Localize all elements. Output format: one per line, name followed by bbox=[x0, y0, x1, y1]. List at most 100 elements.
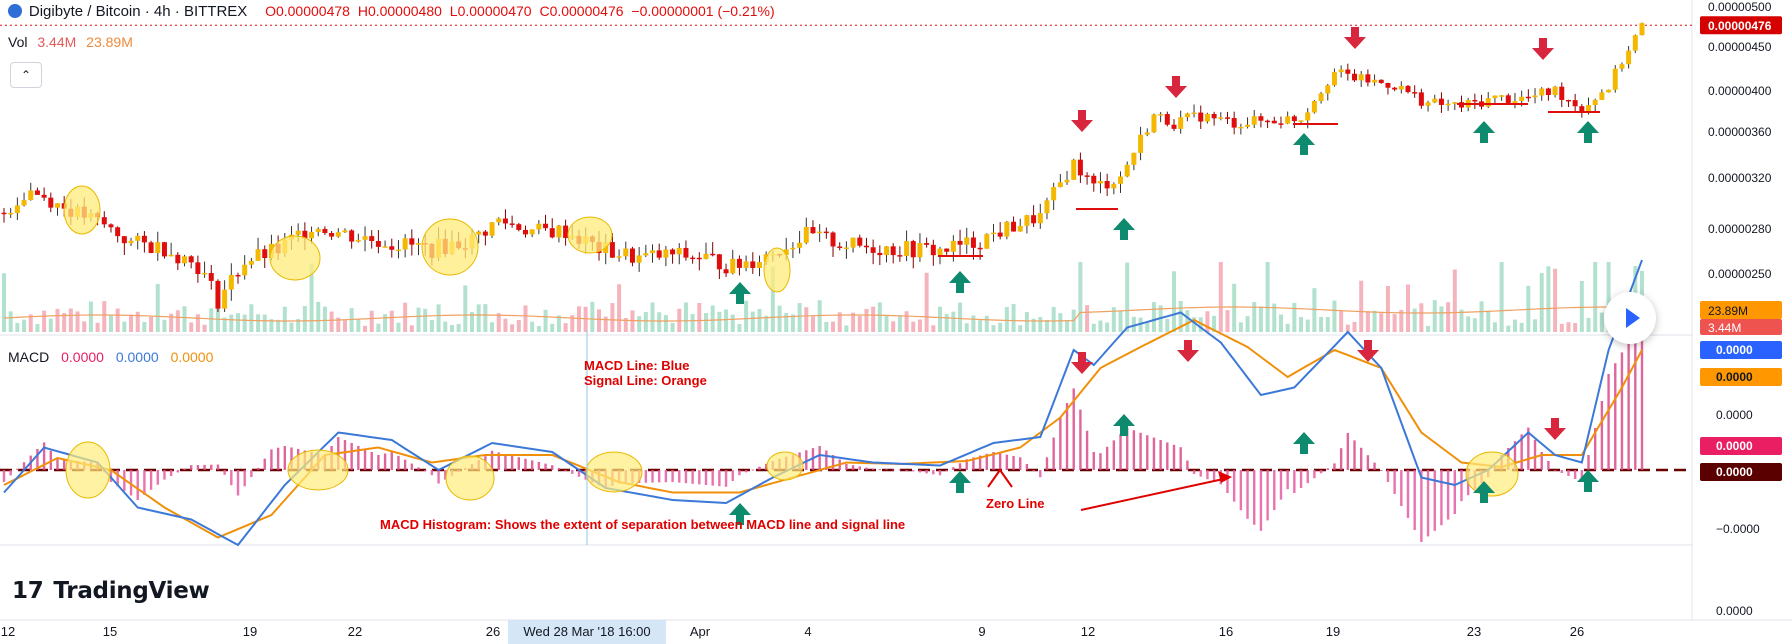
histogram-bar bbox=[1232, 470, 1236, 502]
candle-body bbox=[1184, 113, 1190, 118]
volume-bar bbox=[68, 308, 73, 332]
volume-bar bbox=[737, 324, 742, 332]
candle-body bbox=[1097, 180, 1103, 184]
candle-body bbox=[322, 228, 328, 233]
price-tick-label: 0.00000360 bbox=[1708, 125, 1772, 139]
volume-ma-badge-label: 23.89M bbox=[1708, 304, 1748, 318]
histogram-bar bbox=[731, 470, 734, 481]
candle-body bbox=[476, 231, 482, 235]
candle-body bbox=[1565, 99, 1571, 102]
volume-bar bbox=[1472, 318, 1477, 332]
highlight-ellipse bbox=[567, 216, 613, 254]
histogram-bar bbox=[1293, 470, 1296, 493]
candle-body bbox=[496, 218, 502, 223]
volume-bar bbox=[129, 314, 134, 332]
volume-bar bbox=[342, 320, 347, 332]
volume-bar bbox=[1011, 303, 1016, 332]
histogram-bar bbox=[163, 470, 166, 480]
volume-bar bbox=[349, 308, 354, 332]
candle-body bbox=[1338, 69, 1344, 73]
histogram-bar bbox=[1440, 470, 1443, 526]
candle-body bbox=[1492, 95, 1498, 99]
candle-body bbox=[790, 247, 796, 250]
candle-body bbox=[817, 231, 823, 234]
volume-bar bbox=[1218, 262, 1223, 332]
candle-body bbox=[656, 250, 662, 258]
candle-body bbox=[1452, 102, 1458, 104]
candle-body bbox=[1372, 79, 1378, 83]
histogram-bar bbox=[270, 449, 273, 470]
volume-bar bbox=[871, 306, 876, 332]
collapse-legend-button[interactable]: ⌃ bbox=[10, 62, 42, 88]
candle-body bbox=[1044, 200, 1050, 214]
histogram-bar bbox=[216, 464, 220, 470]
histogram-bar bbox=[256, 467, 260, 470]
candle-body bbox=[1291, 116, 1297, 122]
volume-bar bbox=[1432, 300, 1437, 332]
histogram-bar bbox=[129, 470, 133, 496]
candle-body bbox=[1171, 124, 1177, 129]
histogram-bar bbox=[1212, 470, 1216, 482]
volume-bar bbox=[1212, 315, 1217, 332]
crosshair-time-label: Wed 28 Mar '18 16:00 bbox=[523, 624, 650, 639]
candle-body bbox=[937, 248, 943, 256]
volume-bar bbox=[82, 321, 87, 332]
candle-body bbox=[529, 229, 535, 235]
candle-body bbox=[1285, 116, 1291, 124]
trend-arrow-line bbox=[1080, 477, 1229, 511]
candle-body bbox=[924, 243, 930, 245]
histogram-bar bbox=[1246, 470, 1249, 519]
volume-bar bbox=[1131, 316, 1136, 332]
candle-body bbox=[329, 232, 335, 237]
candle-body bbox=[222, 289, 228, 309]
volume-bar bbox=[917, 319, 922, 332]
candle-body bbox=[1385, 83, 1391, 88]
time-tick-label: 26 bbox=[486, 624, 500, 639]
histogram-bar bbox=[704, 470, 708, 485]
histogram-bar bbox=[1126, 427, 1129, 470]
histogram-bar bbox=[537, 462, 541, 470]
volume-bar bbox=[1111, 307, 1116, 332]
candle-body bbox=[522, 229, 528, 235]
volume-bar bbox=[1205, 311, 1210, 332]
arrow-up-icon bbox=[1293, 133, 1315, 155]
volume-bar bbox=[463, 285, 468, 332]
volume-bar bbox=[516, 320, 521, 332]
histogram-bar bbox=[116, 470, 119, 487]
volume-bar bbox=[503, 318, 508, 332]
candle-body bbox=[1265, 120, 1271, 123]
histogram-bar bbox=[1640, 326, 1644, 470]
volume-bar bbox=[162, 319, 167, 332]
volume-bar bbox=[924, 272, 929, 332]
candle-body bbox=[750, 261, 756, 268]
volume-bar bbox=[804, 307, 809, 332]
play-icon[interactable] bbox=[1604, 292, 1656, 344]
volume-bar bbox=[1519, 322, 1524, 332]
candle-body bbox=[563, 225, 569, 238]
histogram-bar bbox=[1166, 442, 1169, 470]
candle-body bbox=[1017, 225, 1023, 232]
candle-body bbox=[1031, 215, 1037, 224]
candle-body bbox=[1512, 101, 1518, 103]
histogram-bar bbox=[1426, 470, 1430, 537]
volume-bar bbox=[8, 311, 13, 332]
histogram-bar bbox=[1019, 457, 1022, 470]
coin-icon bbox=[8, 4, 22, 18]
histogram-bar bbox=[858, 466, 861, 470]
histogram-bar bbox=[1567, 470, 1570, 476]
volume-bar bbox=[1265, 262, 1270, 332]
candle-body bbox=[369, 236, 375, 241]
volume-bar bbox=[951, 311, 956, 332]
arrow-up-icon bbox=[1473, 481, 1495, 503]
volume-bar bbox=[329, 311, 334, 332]
macd-line-annotation: MACD Line: Blue bbox=[584, 358, 689, 373]
price-tick-label: 0.00000400 bbox=[1708, 84, 1772, 98]
volume-bar bbox=[1573, 323, 1578, 332]
macd-line-badge bbox=[1700, 341, 1782, 359]
change-value: −0.00000001 (−0.21%) bbox=[631, 3, 775, 19]
volume-bar bbox=[169, 313, 174, 332]
candle-body bbox=[897, 255, 903, 257]
highlight-ellipse bbox=[1465, 451, 1519, 497]
volume-bar bbox=[1579, 280, 1584, 332]
